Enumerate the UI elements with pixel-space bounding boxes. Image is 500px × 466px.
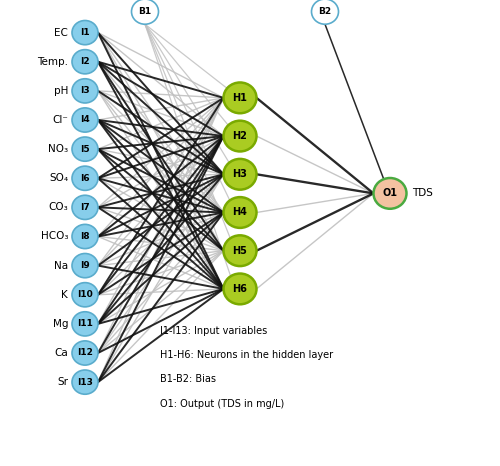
Circle shape bbox=[72, 79, 98, 103]
Text: I9: I9 bbox=[80, 261, 90, 270]
Text: I13: I13 bbox=[77, 377, 93, 387]
Text: I10: I10 bbox=[77, 290, 93, 299]
Text: O1: O1 bbox=[382, 188, 398, 199]
Circle shape bbox=[224, 235, 256, 266]
Text: Cl⁻: Cl⁻ bbox=[52, 115, 68, 125]
Text: I1: I1 bbox=[80, 28, 90, 37]
Text: SO₄: SO₄ bbox=[49, 173, 68, 183]
Circle shape bbox=[72, 137, 98, 161]
Circle shape bbox=[312, 0, 338, 24]
Text: TDS: TDS bbox=[412, 188, 434, 199]
Text: I5: I5 bbox=[80, 144, 90, 154]
Text: I4: I4 bbox=[80, 116, 90, 124]
Text: H1: H1 bbox=[232, 93, 248, 103]
Text: H5: H5 bbox=[232, 246, 248, 256]
Text: H3: H3 bbox=[232, 169, 248, 179]
Circle shape bbox=[72, 166, 98, 190]
Text: I8: I8 bbox=[80, 232, 90, 241]
Text: Temp.: Temp. bbox=[37, 57, 68, 67]
Text: I3: I3 bbox=[80, 86, 90, 96]
Text: O1: Output (TDS in mg/L): O1: Output (TDS in mg/L) bbox=[160, 398, 284, 409]
Text: I11: I11 bbox=[77, 319, 93, 329]
Circle shape bbox=[224, 159, 256, 190]
Text: Sr: Sr bbox=[57, 377, 68, 387]
Text: HCO₃: HCO₃ bbox=[40, 232, 68, 241]
Text: B2: B2 bbox=[318, 7, 332, 16]
Circle shape bbox=[132, 0, 158, 24]
Text: Na: Na bbox=[54, 260, 68, 271]
Circle shape bbox=[72, 370, 98, 394]
Circle shape bbox=[224, 121, 256, 151]
Circle shape bbox=[224, 274, 256, 304]
Text: H4: H4 bbox=[232, 207, 248, 218]
Text: I7: I7 bbox=[80, 203, 90, 212]
Circle shape bbox=[72, 312, 98, 336]
Circle shape bbox=[72, 282, 98, 307]
Text: H6: H6 bbox=[232, 284, 248, 294]
Circle shape bbox=[224, 197, 256, 228]
Circle shape bbox=[72, 195, 98, 219]
Circle shape bbox=[72, 224, 98, 249]
Text: B1-B2: Bias: B1-B2: Bias bbox=[160, 374, 216, 384]
Text: Ca: Ca bbox=[54, 348, 68, 358]
Circle shape bbox=[72, 21, 98, 45]
Circle shape bbox=[72, 254, 98, 278]
Text: H2: H2 bbox=[232, 131, 248, 141]
Circle shape bbox=[224, 82, 256, 113]
Text: EC: EC bbox=[54, 27, 68, 38]
Text: K: K bbox=[61, 290, 68, 300]
Text: NO₃: NO₃ bbox=[48, 144, 68, 154]
Text: I2: I2 bbox=[80, 57, 90, 66]
Text: H1-H6: Neurons in the hidden layer: H1-H6: Neurons in the hidden layer bbox=[160, 350, 333, 360]
Circle shape bbox=[72, 49, 98, 74]
Circle shape bbox=[72, 108, 98, 132]
Circle shape bbox=[374, 178, 406, 209]
Text: I12: I12 bbox=[77, 349, 93, 357]
Text: pH: pH bbox=[54, 86, 68, 96]
Circle shape bbox=[72, 341, 98, 365]
Text: B1: B1 bbox=[138, 7, 151, 16]
Text: I1-I13: Input variables: I1-I13: Input variables bbox=[160, 326, 267, 336]
Text: Mg: Mg bbox=[52, 319, 68, 329]
Text: CO₃: CO₃ bbox=[48, 202, 68, 212]
Text: I6: I6 bbox=[80, 174, 90, 183]
